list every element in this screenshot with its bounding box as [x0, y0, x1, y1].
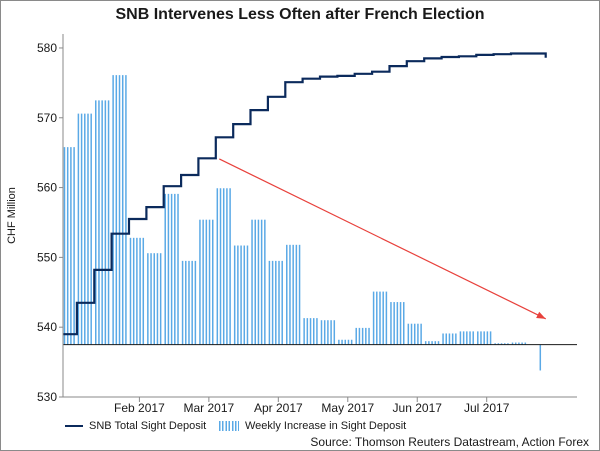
x-tick-label: Mar 2017 [184, 401, 235, 415]
y-tick-label: 560 [37, 181, 57, 195]
weekly-increase-bar [372, 291, 388, 345]
legend-bar-swatch [219, 421, 239, 432]
x-tick-label: Apr 2017 [254, 401, 303, 415]
axis-layer: 530 540 550 560 570 580 Feb 2017 Mar 2017 Apr 20… [6, 34, 577, 415]
y-tick-label: 540 [37, 320, 57, 334]
legend-item-total-sight-deposit: SNB Total Sight Deposit [65, 420, 206, 432]
weekly-increase-bar [459, 331, 474, 345]
weekly-increase-bar [442, 333, 457, 345]
source-note: Source: Thomson Reuters Datastream, Acti… [310, 435, 589, 449]
weekly-increase-bar [424, 341, 440, 345]
weekly-increase-bar [390, 302, 405, 345]
weekly-increase-bar [199, 219, 214, 345]
weekly-increase-bar [286, 244, 301, 345]
x-tick-label: Feb 2017 [114, 401, 165, 415]
weekly-increase-bar [164, 193, 179, 345]
x-tick-label: Jul 2017 [464, 401, 510, 415]
weekly-increase-bar [355, 327, 370, 345]
weekly-increase-bar [147, 253, 162, 345]
weekly-increase-bar [303, 318, 318, 345]
arrow-layer [219, 158, 547, 320]
weekly-increase-bar [320, 320, 336, 345]
weekly-increase-bar [129, 237, 145, 345]
y-axis-title: CHF Million [6, 187, 18, 244]
weekly-increase-bar [181, 260, 197, 345]
weekly-increase-bar [268, 260, 283, 345]
weekly-increase-bar [77, 113, 92, 345]
legend-line-swatch [65, 425, 83, 428]
legend-label-total-sight-deposit: SNB Total Sight Deposit [89, 420, 207, 432]
legend-item-weekly-increase: Weekly Increase in Sight Deposit [219, 420, 406, 432]
x-tick-label: May 2017 [321, 401, 374, 415]
weekly-increase-bar [477, 331, 492, 345]
y-tick-label: 570 [37, 111, 57, 125]
bars-layer [63, 75, 542, 371]
y-tick-label: 550 [37, 250, 57, 264]
legend-label-weekly-increase: Weekly Increase in Sight Deposit [245, 420, 407, 432]
y-tick-label: 580 [37, 41, 57, 55]
weekly-increase-bar [251, 219, 266, 345]
weekly-increase-bar [63, 147, 75, 345]
weekly-increase-bar [233, 245, 249, 345]
weekly-increase-bar [407, 323, 422, 345]
trend-arrow [219, 158, 547, 320]
weekly-increase-bar [112, 75, 127, 345]
line-layer [63, 52, 547, 336]
chart-title: SNB Intervenes Less Often after French E… [115, 6, 485, 23]
weekly-increase-bar [95, 100, 110, 345]
y-tick-label: 530 [37, 390, 57, 404]
total-sight-deposit-line [63, 52, 547, 336]
x-tick-label: Jun 2017 [393, 401, 443, 415]
weekly-increase-bar [338, 339, 353, 345]
weekly-increase-bar [216, 188, 231, 345]
